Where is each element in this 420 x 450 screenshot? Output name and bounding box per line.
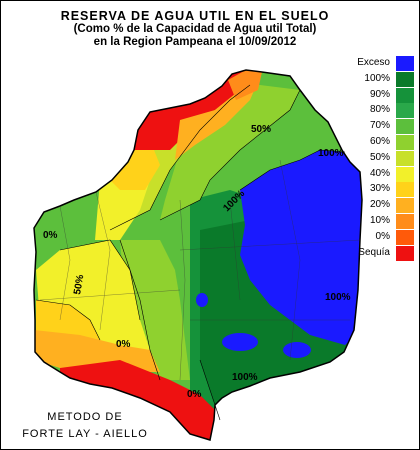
legend-label: 100%: [364, 72, 390, 84]
map-subtitle: (Como % de la Capacidad de Agua util Tot…: [73, 23, 317, 35]
zone-excess-southeast: [283, 342, 311, 358]
contour-label: 100%: [325, 292, 351, 303]
map-title: RESERVA DE AGUA UTIL EN EL SUELO: [60, 9, 330, 23]
legend-label: 20%: [369, 199, 390, 211]
map-date-line: en la Region Pampeana el 10/09/2012: [93, 36, 297, 48]
legend-swatch: [396, 182, 414, 198]
method-line-1: METODO DE: [47, 411, 123, 423]
district-boundaries: [39, 159, 361, 381]
legend-swatch: [396, 150, 414, 166]
legend-label: 10%: [369, 215, 390, 226]
zone-60-west: [120, 240, 190, 380]
contour-label: 50%: [72, 274, 86, 296]
zone-excess-east: [240, 150, 362, 345]
legend-label: Exceso: [357, 57, 390, 68]
region-outline: [33, 69, 363, 441]
legend-swatch: [396, 87, 414, 103]
legend-swatch: [396, 56, 414, 71]
legend-swatch: [396, 245, 414, 261]
legend-label: Sequía: [358, 246, 390, 258]
contour-label: 100%: [232, 372, 258, 383]
contour-label: 0%: [187, 389, 202, 400]
contour-label: 50%: [251, 124, 271, 135]
legend-label: 90%: [369, 88, 390, 100]
legend-label: 80%: [369, 104, 390, 116]
zone-excess-south: [222, 333, 258, 351]
contour-label: 0%: [43, 230, 58, 241]
legend-swatch: [396, 214, 414, 229]
legend-swatch: [396, 71, 414, 87]
contour-label: 100%: [318, 148, 344, 159]
legend-swatch: [396, 119, 414, 135]
legend-swatch: [396, 166, 414, 182]
legend-swatch: [396, 135, 414, 150]
legend-swatch: [396, 198, 414, 214]
legend-label: 50%: [369, 151, 390, 163]
legend-label: 30%: [369, 183, 390, 195]
zone-20: [34, 330, 160, 372]
zone-30-north: [110, 140, 160, 190]
zone-excess-small: [196, 293, 208, 307]
legend-label: 60%: [369, 136, 390, 147]
legend-swatch: [396, 229, 414, 245]
legend-swatch: [396, 103, 414, 119]
method-line-2: FORTE LAY - AIELLO: [22, 428, 148, 440]
contour-lines: [35, 84, 346, 421]
legend-label: 40%: [369, 167, 390, 179]
zone-drought-north: [134, 70, 246, 150]
contour-label: 0%: [116, 339, 131, 350]
legend-label: 70%: [369, 120, 390, 132]
zone-10-north: [228, 70, 262, 100]
legend-label: 0%: [375, 230, 390, 242]
